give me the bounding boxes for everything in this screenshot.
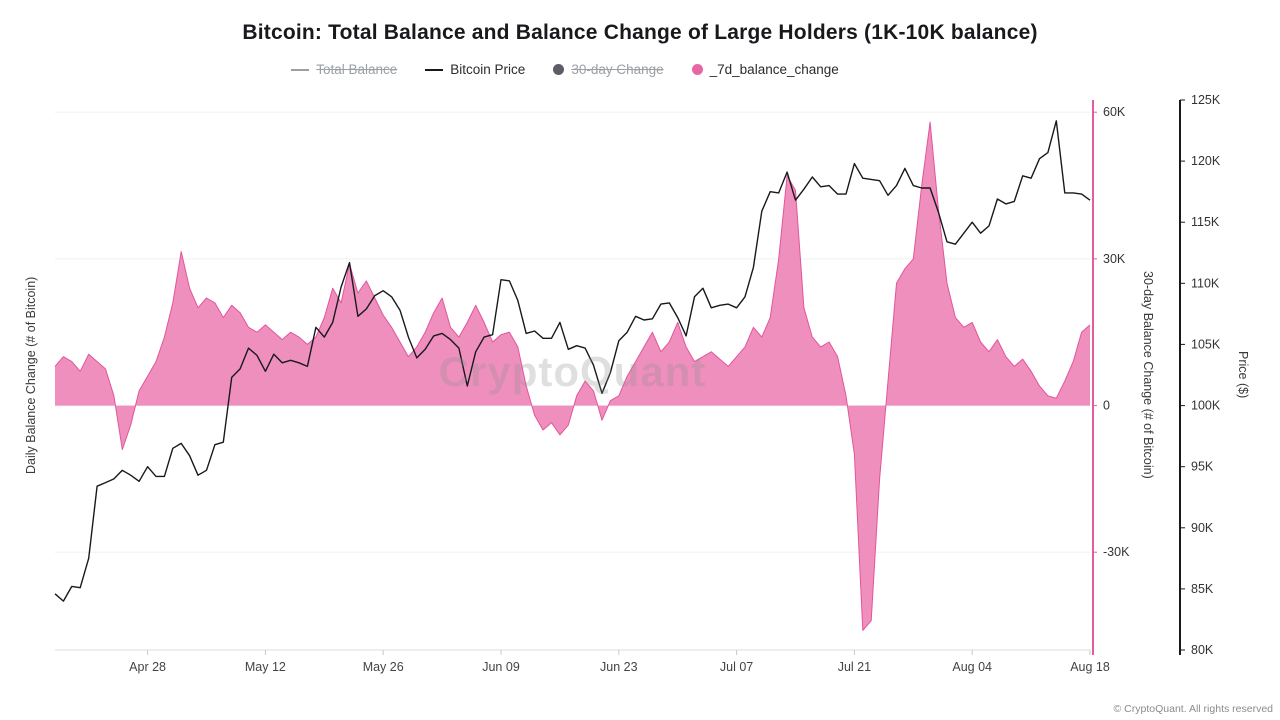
area-outline-_7d_balance_change	[54, 121, 1091, 631]
balance-tick-label: 30K	[1103, 252, 1126, 266]
legend-dot-swatch-_7d_balance_change	[691, 64, 703, 75]
legend-item-bitcoin-price[interactable]: Bitcoin Price	[425, 62, 525, 77]
price-tick-label: 85K	[1191, 582, 1214, 596]
balance-tick-label: -30K	[1103, 545, 1130, 559]
legend: Total Balance Bitcoin Price 30-day Change _…	[0, 62, 1130, 77]
price-tick-label: 120K	[1191, 154, 1221, 168]
legend-item-_7d_balance_change[interactable]: _7d_balance_change	[691, 62, 839, 77]
price-tick-label: 105K	[1191, 337, 1221, 351]
legend-label: Total Balance	[316, 62, 398, 77]
legend-line-swatch-total-balance	[291, 68, 310, 71]
balance-tick-label: 0	[1103, 399, 1110, 413]
price-tick-label: 125K	[1191, 93, 1221, 107]
x-tick-label: Jun 09	[482, 660, 520, 674]
price-tick-label: 95K	[1191, 460, 1214, 474]
legend-label: _7d_balance_change	[709, 62, 839, 77]
right-price-axis-label: Price ($)	[1236, 351, 1250, 399]
x-tick-label: Apr 28	[129, 660, 166, 674]
legend-item-30-day-change[interactable]: 30-day Change	[553, 62, 664, 77]
legend-line-swatch-bitcoin-price	[425, 68, 444, 71]
x-tick-label: May 26	[363, 660, 404, 674]
price-tick-label: 80K	[1191, 643, 1214, 657]
price-tick-label: 100K	[1191, 399, 1221, 413]
legend-item-total-balance[interactable]: Total Balance	[291, 62, 397, 77]
x-tick-label: May 12	[245, 660, 286, 674]
chart-title: Bitcoin: Total Balance and Balance Chang…	[242, 21, 1038, 44]
x-tick-label: Aug 04	[952, 660, 992, 674]
price-tick-label: 90K	[1191, 521, 1214, 535]
line-series-bitcoin-price	[54, 120, 1091, 602]
balance-tick-label: 60K	[1103, 105, 1126, 119]
legend-label: 30-day Change	[571, 62, 664, 77]
legend-label: Bitcoin Price	[450, 62, 526, 77]
x-tick-label: Jul 07	[720, 660, 753, 674]
area-series-_7d_balance_change	[55, 122, 1090, 631]
x-tick-label: Aug 18	[1070, 660, 1110, 674]
copyright: © CryptoQuant. All rights reserved	[1113, 703, 1273, 715]
legend-dot-swatch-30-day-change	[553, 64, 565, 75]
price-tick-label: 110K	[1191, 276, 1220, 290]
x-tick-label: Jul 21	[838, 660, 871, 674]
price-tick-label: 115K	[1191, 215, 1220, 229]
right-balance-axis-label: 30-day Balance Change (# of Bitcoin)	[1141, 271, 1155, 479]
x-tick-label: Jun 23	[600, 660, 638, 674]
